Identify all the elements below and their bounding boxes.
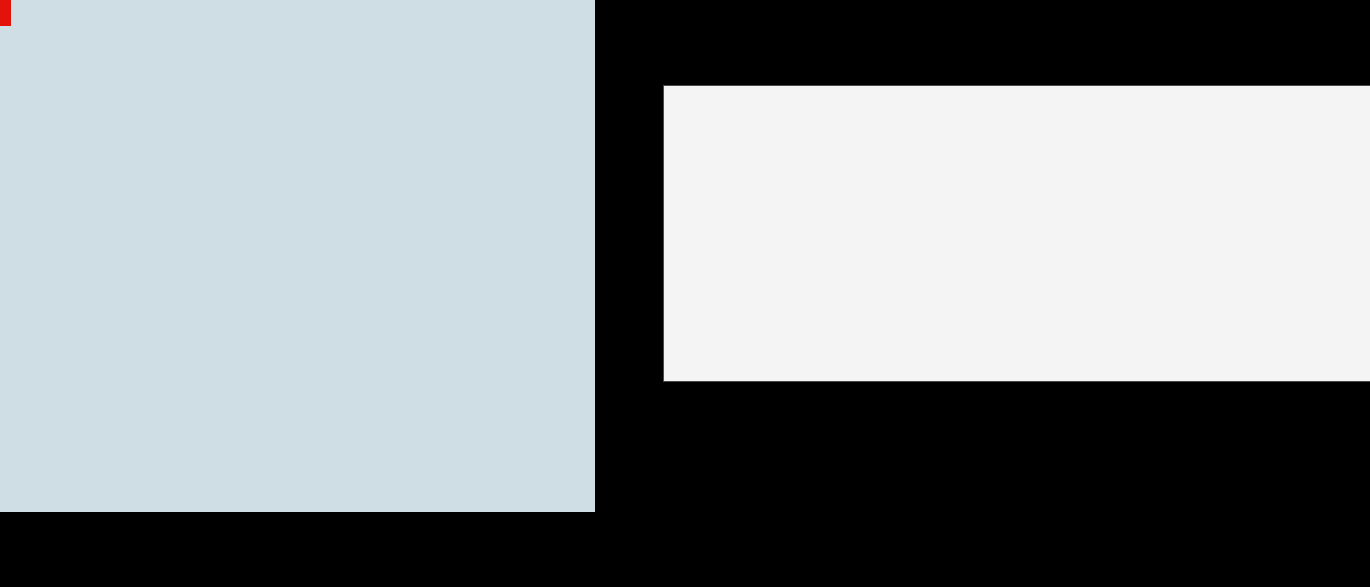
economist-red-tab bbox=[0, 0, 11, 26]
economist-chart-panel bbox=[0, 0, 595, 512]
donut-chart-grid bbox=[11, 86, 584, 488]
deviation-chart-panel bbox=[663, 85, 1370, 382]
legend bbox=[16, 55, 586, 81]
